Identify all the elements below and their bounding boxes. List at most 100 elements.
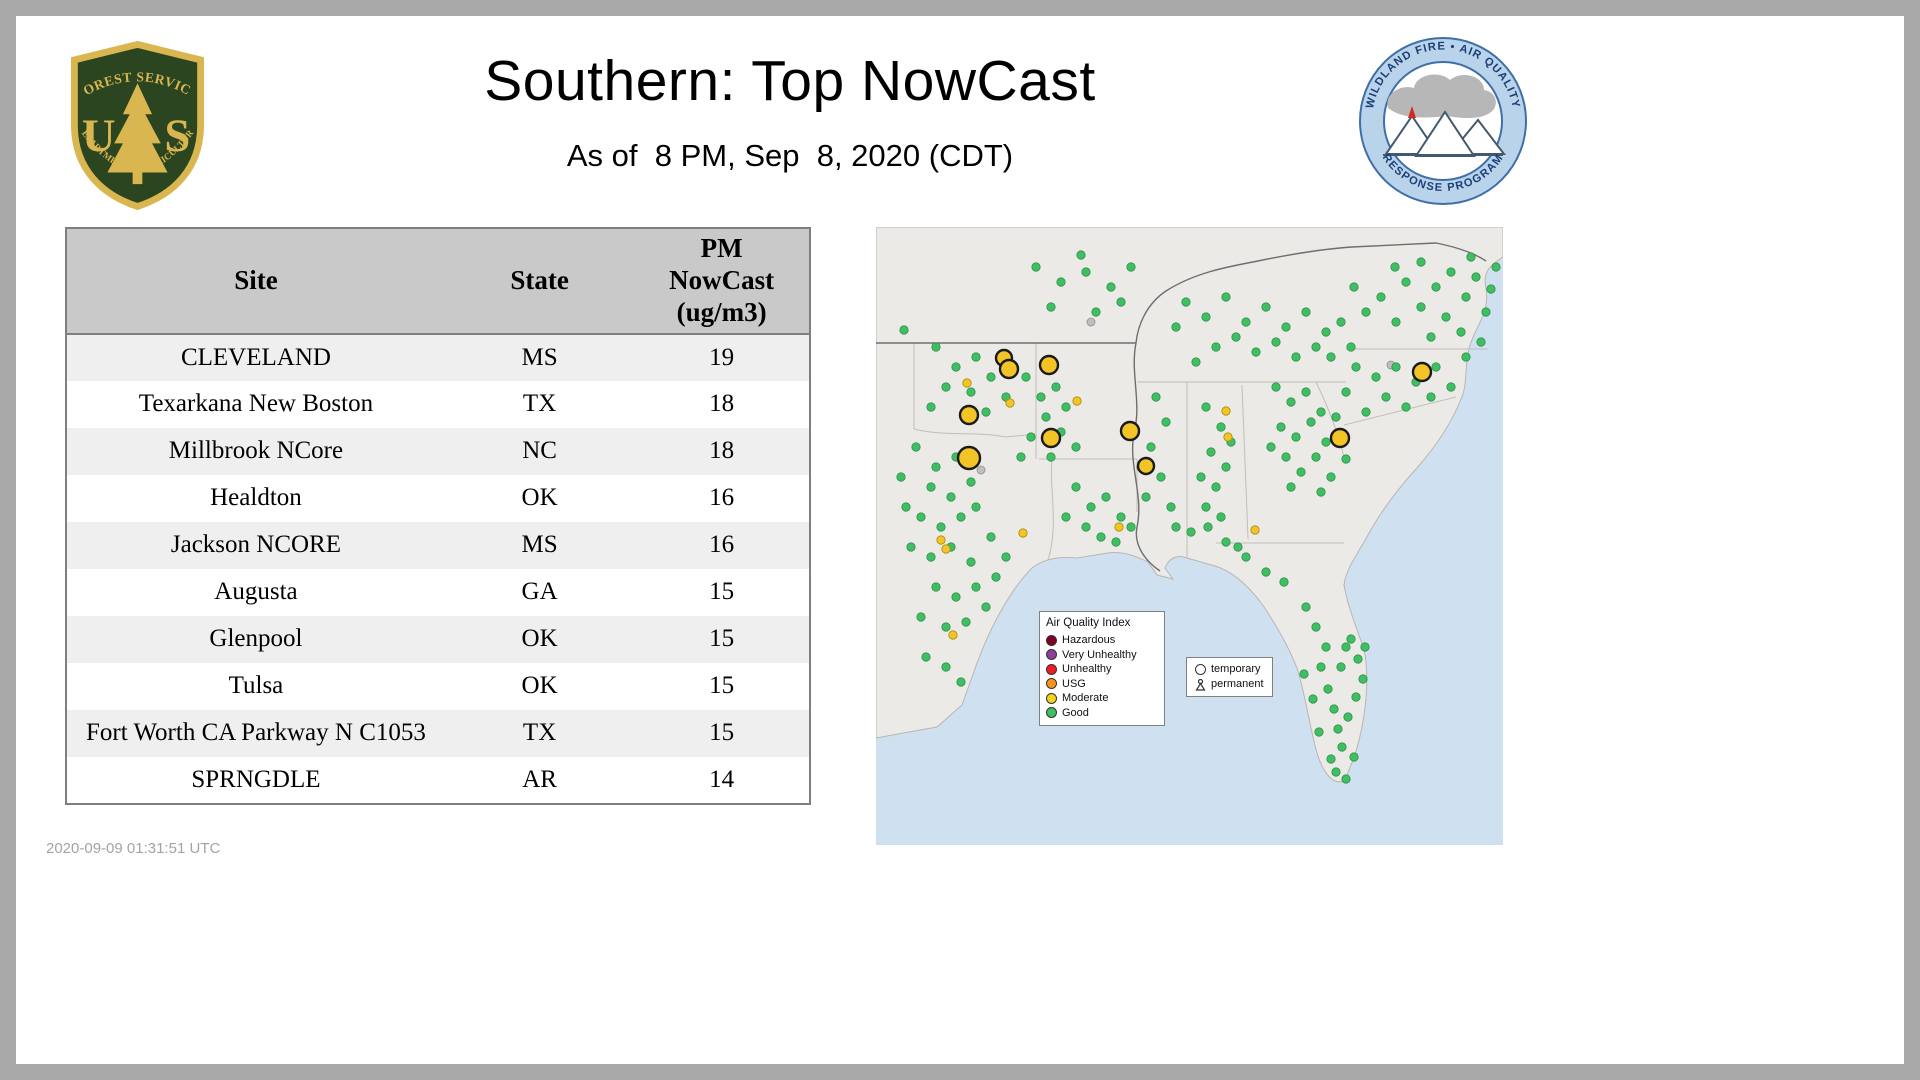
monitor-dot bbox=[1401, 277, 1411, 287]
monitor-dot bbox=[1331, 767, 1341, 777]
monitor-dot bbox=[1351, 362, 1361, 372]
monitor-dot bbox=[1166, 502, 1176, 512]
monitor-dot bbox=[1381, 392, 1391, 402]
nowcast-table-wrap: Site State PM NowCast (ug/m3) CLEVELAND M… bbox=[65, 227, 811, 805]
monitor-dot bbox=[1329, 704, 1339, 714]
monitor-dot bbox=[1096, 532, 1106, 542]
cell-site: SPRNGDLE bbox=[191, 765, 321, 793]
table-header-row: Site State PM NowCast (ug/m3) bbox=[66, 228, 810, 335]
monitor-dot bbox=[976, 465, 986, 475]
monitor-dot bbox=[1051, 382, 1061, 392]
monitor-dot bbox=[966, 477, 976, 487]
cell-site: Fort Worth CA Parkway N C1053 bbox=[85, 719, 426, 747]
monitor-dot bbox=[1446, 267, 1456, 277]
monitor-dot bbox=[1331, 412, 1341, 422]
monitor-dot bbox=[1329, 427, 1351, 449]
permanent-marker-icon bbox=[1195, 678, 1206, 691]
monitor-dot bbox=[1341, 774, 1351, 784]
region-boundary bbox=[876, 242, 1487, 572]
cell-value: 19 bbox=[709, 343, 735, 371]
monitor-dot bbox=[1314, 727, 1324, 737]
marker-legend: temporary permanent bbox=[1186, 657, 1273, 697]
monitor-dot bbox=[1326, 352, 1336, 362]
monitor-dot bbox=[1216, 422, 1226, 432]
monitor-dot bbox=[1040, 427, 1062, 449]
usfs-letter-s: S bbox=[164, 110, 190, 162]
monitor-dot bbox=[986, 372, 996, 382]
monitor-dot bbox=[941, 662, 951, 672]
header-pm-nowcast: PM NowCast (ug/m3) bbox=[634, 228, 810, 335]
cell-state: MS bbox=[521, 343, 558, 371]
monitor-dot bbox=[1241, 552, 1251, 562]
monitor-dot bbox=[1316, 407, 1326, 417]
monitor-dot bbox=[1031, 262, 1041, 272]
monitor-dots-layer bbox=[896, 250, 1501, 784]
monitor-dot bbox=[1390, 262, 1400, 272]
table-row: Tulsa OK 15 bbox=[66, 662, 810, 710]
monitor-dot bbox=[1151, 392, 1161, 402]
cell-site: CLEVELAND bbox=[180, 343, 331, 371]
monitor-dot bbox=[1326, 472, 1336, 482]
cell-value: 15 bbox=[709, 578, 735, 606]
permanent-label: permanent bbox=[1211, 678, 1264, 690]
monitor-dot bbox=[1041, 412, 1051, 422]
monitor-dot bbox=[1221, 537, 1231, 547]
monitor-dot bbox=[981, 407, 991, 417]
monitor-dot bbox=[1081, 267, 1091, 277]
cell-state: AR bbox=[522, 765, 557, 793]
monitor-dot bbox=[1411, 361, 1433, 383]
cell-value: 16 bbox=[709, 484, 735, 512]
monitor-dot bbox=[1343, 712, 1353, 722]
monitor-dot bbox=[1349, 752, 1359, 762]
monitor-dot bbox=[1171, 322, 1181, 332]
monitor-dot bbox=[1416, 257, 1426, 267]
table-row: Jackson NCORE MS 16 bbox=[66, 521, 810, 569]
monitor-dot bbox=[991, 572, 1001, 582]
usfs-shield-icon: FOREST SERVICE U S DEPARTMENT OF AGRICUL… bbox=[50, 21, 204, 211]
monitor-dot bbox=[896, 472, 906, 482]
cell-value: 15 bbox=[709, 719, 735, 747]
monitor-dot bbox=[998, 358, 1020, 380]
monitor-dot bbox=[1196, 472, 1206, 482]
page-subtitle: As of 8 PM, Sep 8, 2020 (CDT) bbox=[566, 138, 1014, 173]
table-row: CLEVELAND MS 19 bbox=[66, 333, 810, 381]
monitor-dot bbox=[956, 445, 982, 471]
wfaqrp-logo-icon: WILDLAND FIRE • AIR QUALITY RESPONSE PRO… bbox=[1359, 37, 1527, 205]
legend-label: Unhealthy bbox=[1062, 663, 1112, 675]
cell-state: TX bbox=[522, 719, 557, 747]
monitor-dot bbox=[1091, 307, 1101, 317]
monitor-dot bbox=[1491, 262, 1501, 272]
monitor-dot bbox=[1316, 662, 1326, 672]
monitor-dot bbox=[1276, 422, 1286, 432]
monitor-dot bbox=[958, 404, 980, 426]
monitor-dot bbox=[1371, 372, 1381, 382]
table-row: Augusta GA 15 bbox=[66, 568, 810, 616]
monitor-dot bbox=[1286, 482, 1296, 492]
monitor-dot bbox=[1311, 622, 1321, 632]
aqi-legend-title: Air Quality Index bbox=[1046, 617, 1131, 629]
monitor-dot bbox=[1203, 522, 1213, 532]
legend-item-very-unhealthy: Very Unhealthy bbox=[1046, 648, 1158, 663]
monitor-dot bbox=[1431, 362, 1441, 372]
monitor-dot bbox=[951, 362, 961, 372]
monitor-dot bbox=[1126, 262, 1136, 272]
monitor-dot bbox=[1291, 352, 1301, 362]
monitor-dot bbox=[1391, 317, 1401, 327]
legend-swatch bbox=[1046, 663, 1057, 675]
generated-timestamp: 2020-09-09 01:31:51 UTC bbox=[46, 840, 221, 857]
monitor-dot bbox=[911, 442, 921, 452]
monitor-dot bbox=[1231, 332, 1241, 342]
monitor-dot bbox=[948, 630, 958, 640]
map-canvas bbox=[876, 227, 1503, 845]
monitor-dot bbox=[1076, 250, 1086, 260]
cell-value: 18 bbox=[709, 437, 735, 465]
monitor-dot bbox=[956, 512, 966, 522]
monitor-dot bbox=[1161, 417, 1171, 427]
monitor-dot bbox=[981, 602, 991, 612]
page-title: Southern: Top NowCast bbox=[484, 49, 1096, 113]
monitor-dot bbox=[1146, 442, 1156, 452]
monitor-dot bbox=[1346, 342, 1356, 352]
monitor-dot bbox=[1072, 396, 1082, 406]
monitor-dot bbox=[1326, 754, 1336, 764]
monitor-dot bbox=[1461, 292, 1471, 302]
